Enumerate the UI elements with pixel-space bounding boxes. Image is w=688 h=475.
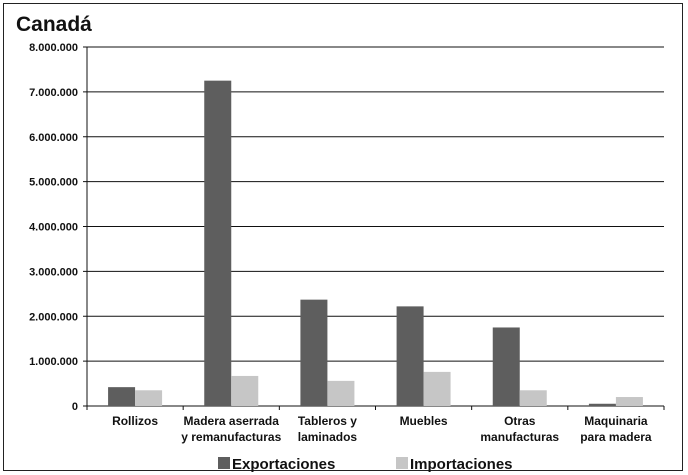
bar-exportaciones-1: [108, 387, 136, 406]
bar-exportaciones-2: [204, 80, 232, 406]
category-label: manufacturas: [480, 430, 559, 444]
chart-title: Canadá: [16, 13, 92, 36]
legend-swatch-importaciones: [396, 457, 408, 469]
category-label: Madera aserrada: [184, 414, 280, 428]
y-tick-label: 7.000.000: [29, 87, 78, 99]
bar-exportaciones-6: [588, 403, 616, 406]
category-label: Muebles: [400, 414, 448, 428]
bar-importaciones-6: [615, 397, 643, 406]
bar-exportaciones-3: [300, 299, 328, 406]
y-tick-label: 8.000.000: [29, 42, 78, 54]
y-tick-label: 4.000.000: [29, 222, 78, 234]
bar-importaciones-3: [327, 380, 355, 406]
category-label: Otras: [504, 414, 536, 428]
category-label: Tableros y: [298, 414, 357, 428]
category-label: laminados: [298, 430, 358, 444]
legend-swatch-exportaciones: [218, 457, 230, 469]
y-tick-label: 6.000.000: [29, 132, 78, 144]
category-label: Rollizos: [112, 414, 158, 428]
bar-importaciones-1: [135, 390, 163, 406]
category-label: Maquinaria: [584, 414, 648, 428]
bar-importaciones-5: [519, 390, 547, 406]
bar-exportaciones-4: [396, 306, 424, 406]
y-tick-label: 1.000.000: [29, 356, 78, 368]
category-label: para madera: [580, 430, 652, 444]
y-tick-label: 2.000.000: [29, 311, 78, 323]
legend-label-exportaciones: Exportaciones: [232, 456, 335, 473]
bar-exportaciones-5: [492, 327, 520, 406]
y-tick-label: 5.000.000: [29, 177, 78, 189]
bar-importaciones-2: [231, 375, 259, 406]
legend-label-importaciones: Importaciones: [410, 456, 513, 473]
y-tick-label: 0: [72, 401, 78, 413]
bar-importaciones-4: [423, 371, 451, 406]
y-tick-label: 3.000.000: [29, 266, 78, 278]
category-label: y remanufacturas: [181, 430, 281, 444]
